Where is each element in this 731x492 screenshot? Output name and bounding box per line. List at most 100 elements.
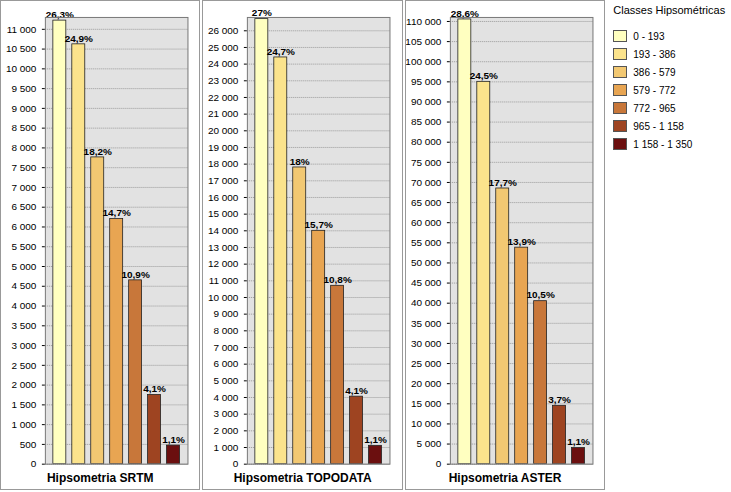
svg-text:95 000: 95 000 <box>411 76 442 87</box>
svg-text:2 500: 2 500 <box>11 360 36 371</box>
svg-text:110 000: 110 000 <box>406 16 442 27</box>
svg-text:500: 500 <box>20 439 37 450</box>
svg-text:24,7%: 24,7% <box>267 46 295 57</box>
svg-text:17,7%: 17,7% <box>488 177 516 188</box>
svg-text:8 000: 8 000 <box>214 325 239 336</box>
svg-text:18%: 18% <box>290 156 310 167</box>
svg-text:8 000: 8 000 <box>11 142 36 153</box>
svg-text:8 500: 8 500 <box>11 122 36 133</box>
svg-text:60 000: 60 000 <box>411 217 442 228</box>
svg-text:6 000: 6 000 <box>11 221 36 232</box>
svg-text:18,2%: 18,2% <box>84 146 112 157</box>
svg-text:13,9%: 13,9% <box>507 236 535 247</box>
svg-text:3 000: 3 000 <box>214 408 239 419</box>
html-text:Hipsometria TOPODATA: Hipsometria TOPODATA <box>233 470 372 485</box>
svg-text:3 000: 3 000 <box>11 340 36 351</box>
svg-text:1,1%: 1,1% <box>365 434 388 445</box>
svg-text:55 000: 55 000 <box>411 237 442 248</box>
svg-text:1,1%: 1,1% <box>162 434 185 445</box>
svg-text:16 000: 16 000 <box>208 192 239 203</box>
svg-text:20 000: 20 000 <box>411 378 442 389</box>
svg-text:6 000: 6 000 <box>214 358 239 369</box>
svg-text:10 000: 10 000 <box>6 63 37 74</box>
svg-text:25 000: 25 000 <box>208 42 239 53</box>
svg-text:6 500: 6 500 <box>11 201 36 212</box>
svg-text:7 000: 7 000 <box>11 182 36 193</box>
svg-text:1 500: 1 500 <box>11 399 36 410</box>
svg-text:65 000: 65 000 <box>411 197 442 208</box>
svg-text:105 000: 105 000 <box>406 36 442 47</box>
svg-text:15 000: 15 000 <box>411 398 442 409</box>
svg-text:11 000: 11 000 <box>7 24 37 35</box>
svg-text:20 000: 20 000 <box>208 125 239 136</box>
svg-text:45 000: 45 000 <box>411 277 442 288</box>
svg-text:15,7%: 15,7% <box>305 219 333 230</box>
svg-text:50 000: 50 000 <box>411 257 442 268</box>
svg-text:4 500: 4 500 <box>11 280 36 291</box>
svg-text:0: 0 <box>436 458 442 469</box>
svg-text:15 000: 15 000 <box>208 208 239 219</box>
svg-text:9 000: 9 000 <box>11 103 36 114</box>
html-text:Hipsometria SRTM: Hipsometria SRTM <box>46 470 154 485</box>
svg-text:18 000: 18 000 <box>208 158 239 169</box>
svg-text:14 000: 14 000 <box>208 225 239 236</box>
svg-text:24 000: 24 000 <box>208 58 239 69</box>
svg-text:4,1%: 4,1% <box>143 383 166 394</box>
svg-text:4 000: 4 000 <box>214 392 239 403</box>
svg-text:19 000: 19 000 <box>208 142 239 153</box>
svg-text:85 000: 85 000 <box>411 116 442 127</box>
svg-text:7 000: 7 000 <box>214 342 239 353</box>
svg-text:80 000: 80 000 <box>411 136 442 147</box>
svg-text:40 000: 40 000 <box>411 297 442 308</box>
svg-text:4 000: 4 000 <box>11 300 36 311</box>
svg-text:13 000: 13 000 <box>208 242 239 253</box>
svg-text:100 000: 100 000 <box>406 56 442 67</box>
svg-text:10,5%: 10,5% <box>526 289 554 300</box>
svg-text:0: 0 <box>233 458 239 469</box>
svg-text:4,1%: 4,1% <box>346 385 369 396</box>
svg-text:30 000: 30 000 <box>411 338 442 349</box>
svg-text:5 000: 5 000 <box>416 438 441 449</box>
html-text:193 - 386: 193 - 386 <box>633 48 676 60</box>
svg-text:23 000: 23 000 <box>208 75 239 86</box>
svg-text:5 000: 5 000 <box>214 375 239 386</box>
html-text:Hipsometria ASTER: Hipsometria ASTER <box>448 470 562 485</box>
html-text:Classes Hipsométricas: Classes Hipsométricas <box>613 4 726 16</box>
svg-text:14,7%: 14,7% <box>103 207 131 218</box>
svg-text:28,6%: 28,6% <box>450 7 479 19</box>
svg-text:1 000: 1 000 <box>214 442 239 453</box>
svg-text:75 000: 75 000 <box>411 157 442 168</box>
svg-text:5 000: 5 000 <box>11 261 36 272</box>
svg-text:1,1%: 1,1% <box>567 436 590 447</box>
svg-text:70 000: 70 000 <box>411 177 442 188</box>
svg-text:10,8%: 10,8% <box>324 274 352 285</box>
svg-text:12 000: 12 000 <box>208 258 239 269</box>
svg-text:10,9%: 10,9% <box>121 269 149 280</box>
svg-text:35 000: 35 000 <box>411 318 442 329</box>
svg-text:17 000: 17 000 <box>208 175 239 186</box>
svg-text:0: 0 <box>31 458 37 469</box>
svg-text:24,9%: 24,9% <box>65 33 93 44</box>
html-text:0 - 193: 0 - 193 <box>633 30 665 42</box>
svg-text:2 000: 2 000 <box>11 379 36 390</box>
svg-text:21 000: 21 000 <box>208 108 239 119</box>
svg-text:25 000: 25 000 <box>411 358 442 369</box>
svg-text:26,3%: 26,3% <box>46 9 74 20</box>
svg-text:1 000: 1 000 <box>11 419 36 430</box>
svg-text:9 500: 9 500 <box>11 83 36 94</box>
svg-text:7 500: 7 500 <box>11 162 36 173</box>
svg-text:22 000: 22 000 <box>208 92 239 103</box>
svg-text:2 000: 2 000 <box>214 425 239 436</box>
svg-text:27%: 27% <box>252 7 272 18</box>
svg-text:3 500: 3 500 <box>11 320 36 331</box>
svg-text:90 000: 90 000 <box>411 96 442 107</box>
svg-text:5 500: 5 500 <box>11 241 36 252</box>
svg-text:26 000: 26 000 <box>208 25 239 36</box>
svg-text:10 000: 10 000 <box>411 418 442 429</box>
svg-text:24,5%: 24,5% <box>470 70 498 81</box>
svg-text:3,7%: 3,7% <box>548 394 571 405</box>
svg-text:10 500: 10 500 <box>6 43 37 54</box>
svg-text:11 000: 11 000 <box>209 275 239 286</box>
svg-text:10 000: 10 000 <box>208 292 239 303</box>
svg-text:9 000: 9 000 <box>214 308 239 319</box>
